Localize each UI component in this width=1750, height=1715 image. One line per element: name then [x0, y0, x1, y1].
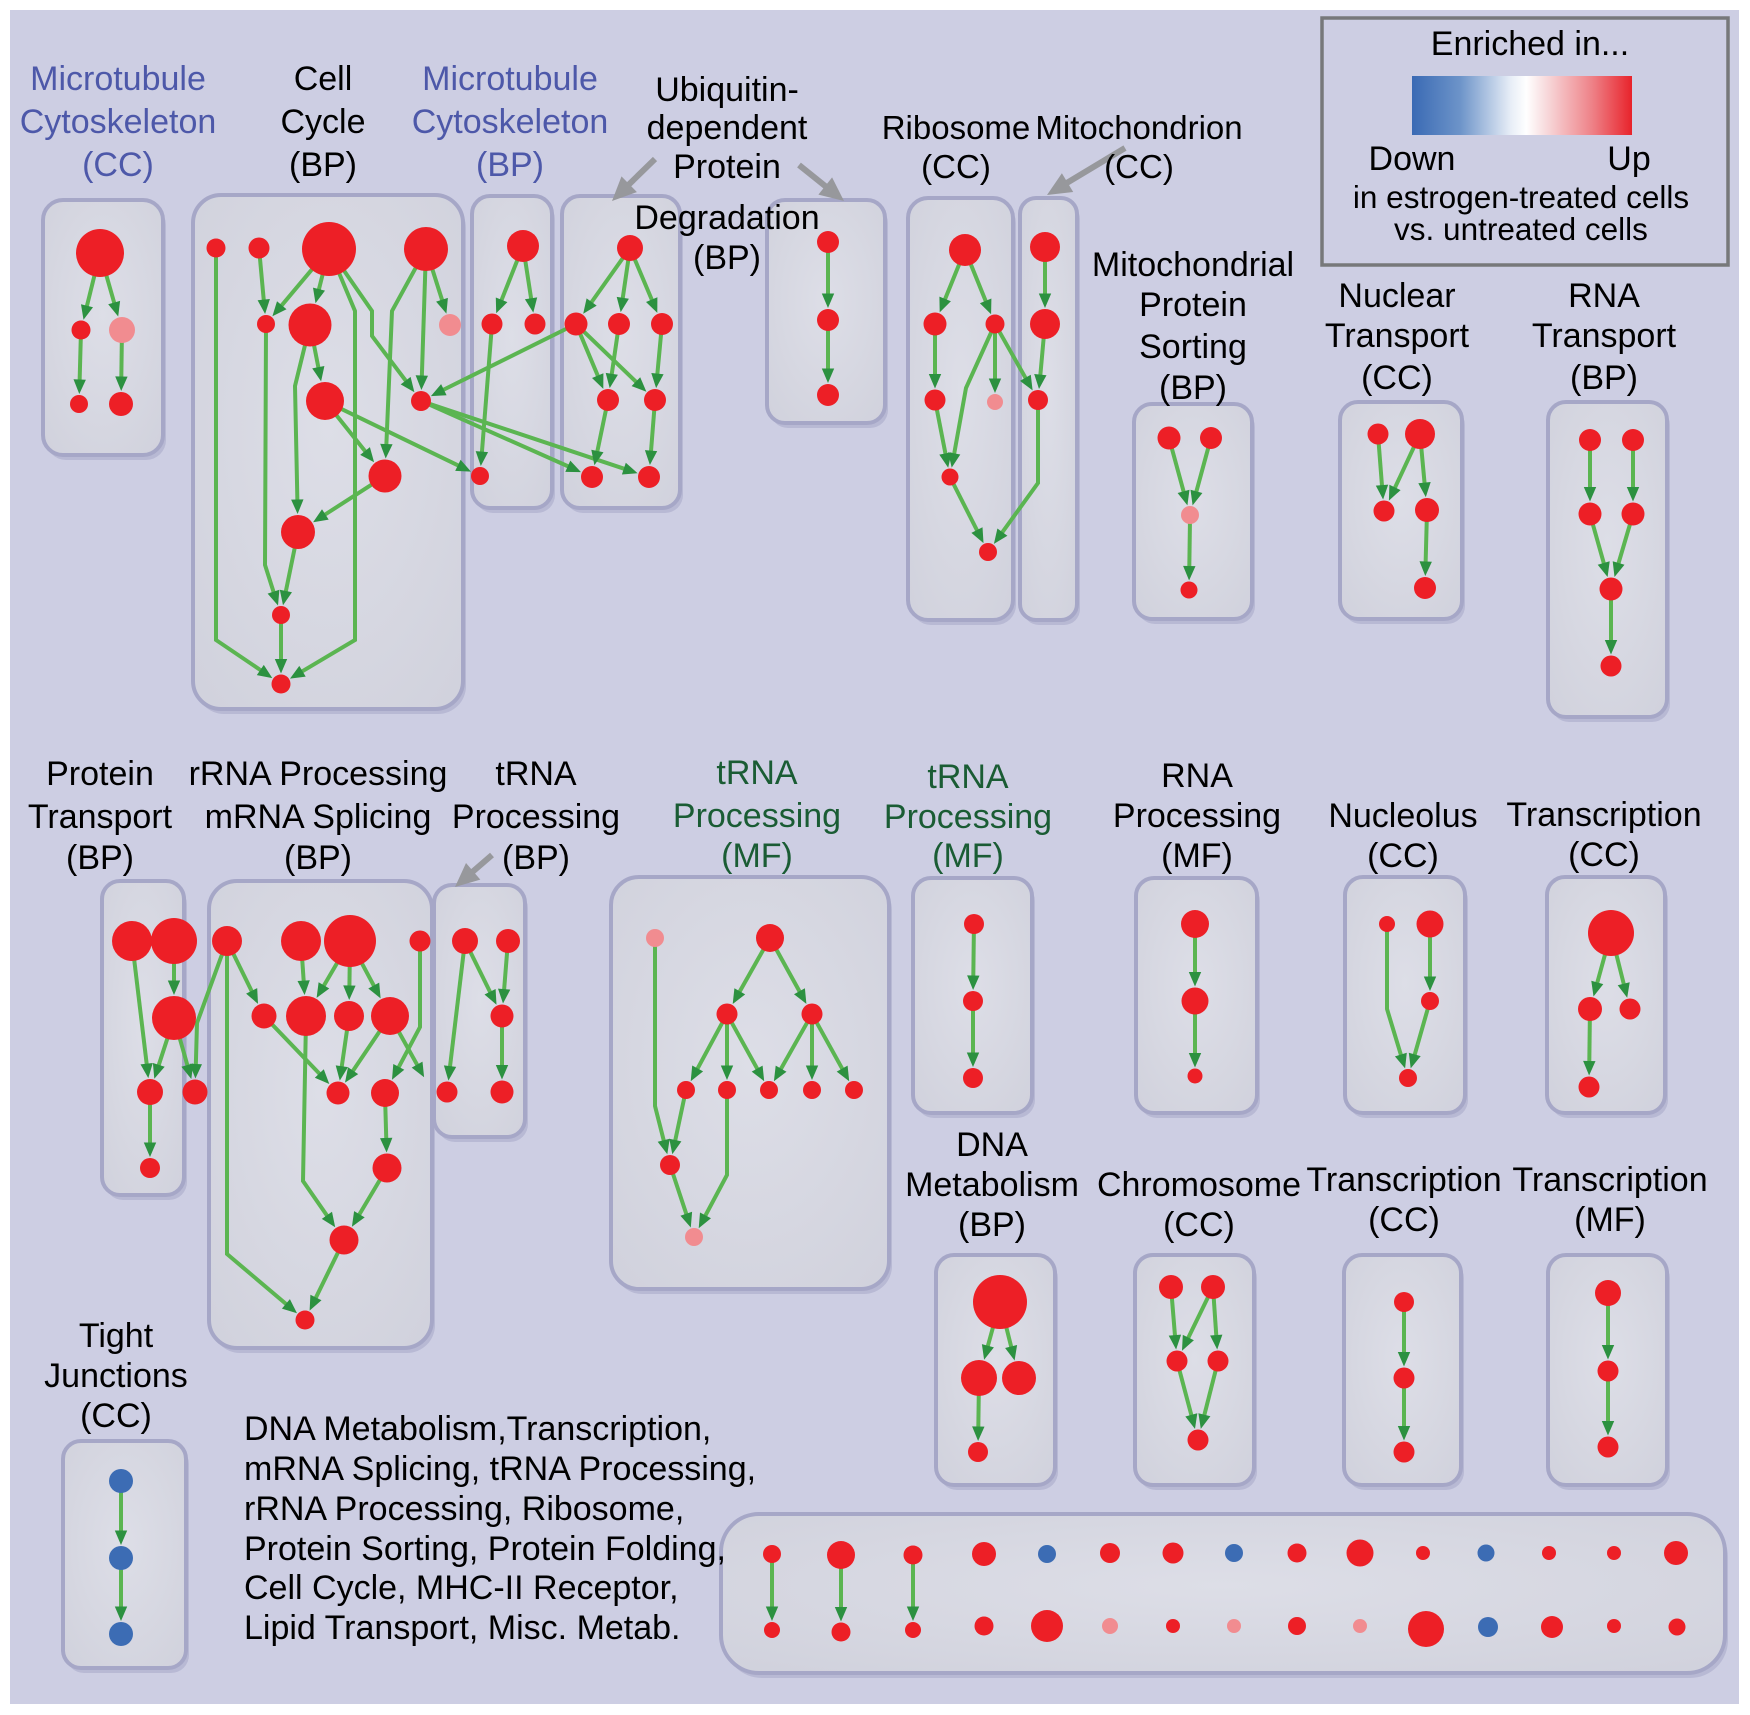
svg-text:RNA: RNA [1161, 757, 1233, 795]
svg-text:Transcription: Transcription [1512, 1161, 1707, 1199]
svg-text:(BP): (BP) [476, 146, 544, 184]
svg-text:Mitochondrion: Mitochondrion [1035, 109, 1242, 146]
svg-text:rRNA Processing, Ribosome,: rRNA Processing, Ribosome, [244, 1490, 684, 1528]
svg-text:Processing: Processing [452, 798, 620, 836]
svg-text:Down: Down [1369, 140, 1456, 178]
svg-text:Protein: Protein [46, 755, 154, 793]
svg-text:(MF): (MF) [1574, 1201, 1646, 1239]
svg-text:(CC): (CC) [1368, 1201, 1440, 1239]
svg-text:Sorting: Sorting [1139, 328, 1247, 366]
svg-text:Protein: Protein [1139, 286, 1247, 324]
svg-text:Tight: Tight [79, 1317, 154, 1355]
svg-text:Cell Cycle, MHC-II Receptor,: Cell Cycle, MHC-II Receptor, [244, 1569, 679, 1607]
svg-text:Ribosome: Ribosome [882, 109, 1031, 146]
svg-text:(BP): (BP) [284, 839, 352, 877]
svg-text:(BP): (BP) [1159, 369, 1227, 407]
svg-text:Cytoskeleton: Cytoskeleton [20, 103, 217, 141]
svg-text:(BP): (BP) [502, 839, 570, 877]
svg-text:rRNA Processing: rRNA Processing [189, 755, 448, 793]
svg-text:Transcription: Transcription [1306, 1161, 1501, 1199]
svg-text:Ubiquitin-: Ubiquitin- [655, 71, 799, 109]
svg-text:dependent: dependent [647, 109, 808, 147]
svg-text:(MF): (MF) [1161, 837, 1233, 875]
svg-text:Processing: Processing [1113, 797, 1281, 835]
svg-text:(BP): (BP) [66, 839, 134, 877]
svg-text:(CC): (CC) [1361, 359, 1433, 397]
svg-text:(CC): (CC) [1163, 1206, 1235, 1244]
svg-text:Mitochondrial: Mitochondrial [1092, 246, 1294, 284]
svg-text:Transport: Transport [28, 798, 173, 836]
svg-text:Nucleolus: Nucleolus [1328, 797, 1477, 835]
svg-text:mRNA Splicing, tRNA Processing: mRNA Splicing, tRNA Processing, [244, 1450, 756, 1488]
svg-text:vs. untreated cells: vs. untreated cells [1394, 211, 1648, 247]
svg-text:in estrogen-treated cells: in estrogen-treated cells [1353, 179, 1689, 215]
svg-text:Cycle: Cycle [280, 103, 365, 141]
svg-text:Processing: Processing [673, 797, 841, 835]
svg-text:Transport: Transport [1532, 317, 1677, 355]
svg-text:(CC): (CC) [921, 148, 991, 185]
svg-text:Processing: Processing [884, 798, 1052, 836]
svg-text:(BP): (BP) [693, 239, 761, 277]
svg-text:Nuclear: Nuclear [1338, 277, 1455, 315]
svg-text:Lipid Transport, Misc. Metab.: Lipid Transport, Misc. Metab. [244, 1609, 681, 1647]
svg-text:Degradation: Degradation [634, 199, 819, 237]
svg-text:Protein: Protein [673, 148, 781, 186]
svg-text:(CC): (CC) [1104, 148, 1174, 185]
svg-text:Microtubule: Microtubule [422, 60, 598, 98]
svg-text:DNA: DNA [956, 1126, 1028, 1164]
svg-text:Chromosome: Chromosome [1097, 1166, 1301, 1204]
svg-text:RNA: RNA [1568, 277, 1640, 315]
svg-text:Protein Sorting, Protein Foldi: Protein Sorting, Protein Folding, [244, 1530, 726, 1568]
svg-text:(MF): (MF) [932, 837, 1004, 875]
svg-text:tRNA: tRNA [495, 755, 577, 793]
svg-text:(CC): (CC) [1367, 837, 1439, 875]
svg-text:Cytoskeleton: Cytoskeleton [412, 103, 609, 141]
svg-text:(CC): (CC) [1568, 836, 1640, 874]
svg-text:Microtubule: Microtubule [30, 60, 206, 98]
svg-text:mRNA Splicing: mRNA Splicing [205, 798, 432, 836]
svg-text:tRNA: tRNA [927, 758, 1009, 796]
svg-text:Cell: Cell [294, 60, 353, 98]
svg-text:(BP): (BP) [958, 1206, 1026, 1244]
svg-text:tRNA: tRNA [716, 754, 798, 792]
svg-text:DNA Metabolism,Transcription,: DNA Metabolism,Transcription, [244, 1410, 711, 1448]
svg-text:Metabolism: Metabolism [905, 1166, 1079, 1204]
svg-text:Transcription: Transcription [1506, 796, 1701, 834]
svg-text:Up: Up [1607, 140, 1650, 178]
svg-text:(BP): (BP) [289, 146, 357, 184]
svg-text:Transport: Transport [1325, 317, 1470, 355]
svg-text:(MF): (MF) [721, 837, 793, 875]
svg-text:Junctions: Junctions [44, 1357, 188, 1395]
svg-text:(CC): (CC) [80, 1397, 152, 1435]
svg-text:Enriched in...: Enriched in... [1431, 25, 1629, 63]
svg-text:(CC): (CC) [82, 146, 154, 184]
svg-text:(BP): (BP) [1570, 359, 1638, 397]
